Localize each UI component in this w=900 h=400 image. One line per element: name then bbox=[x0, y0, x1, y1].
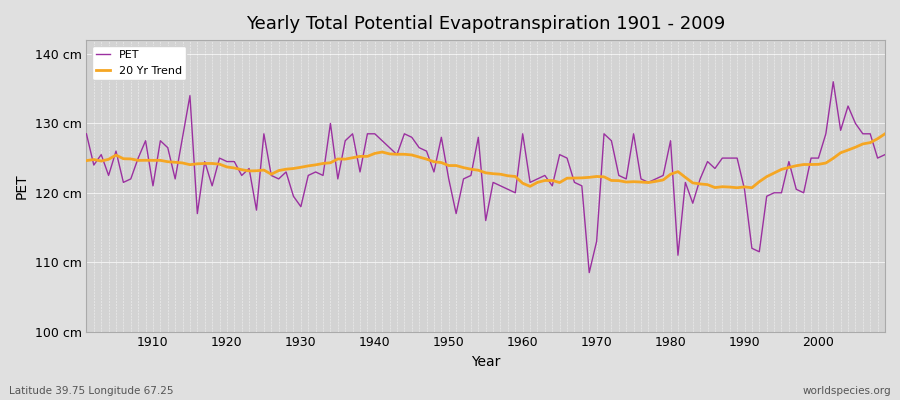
20 Yr Trend bbox=[879, 131, 890, 136]
PET bbox=[510, 190, 521, 195]
PET bbox=[614, 173, 625, 178]
Text: worldspecies.org: worldspecies.org bbox=[803, 386, 891, 396]
Line: PET: PET bbox=[86, 82, 885, 272]
20 Yr Trend bbox=[81, 158, 92, 163]
Legend: PET, 20 Yr Trend: PET, 20 Yr Trend bbox=[92, 46, 186, 80]
20 Yr Trend bbox=[510, 174, 521, 179]
Title: Yearly Total Potential Evapotranspiration 1901 - 2009: Yearly Total Potential Evapotranspiratio… bbox=[246, 15, 725, 33]
20 Yr Trend bbox=[606, 178, 616, 183]
PET bbox=[879, 152, 890, 157]
X-axis label: Year: Year bbox=[471, 355, 500, 369]
PET bbox=[828, 79, 839, 84]
PET bbox=[518, 131, 528, 136]
PET bbox=[81, 131, 92, 136]
PET bbox=[302, 173, 313, 178]
Text: Latitude 39.75 Longitude 67.25: Latitude 39.75 Longitude 67.25 bbox=[9, 386, 174, 396]
Y-axis label: PET: PET bbox=[15, 173, 29, 199]
20 Yr Trend bbox=[347, 155, 358, 160]
20 Yr Trend bbox=[140, 158, 151, 163]
PET bbox=[584, 270, 595, 275]
20 Yr Trend bbox=[302, 164, 313, 168]
20 Yr Trend bbox=[518, 181, 528, 186]
20 Yr Trend bbox=[746, 185, 757, 190]
PET bbox=[347, 131, 358, 136]
PET bbox=[140, 138, 151, 143]
Line: 20 Yr Trend: 20 Yr Trend bbox=[86, 134, 885, 188]
